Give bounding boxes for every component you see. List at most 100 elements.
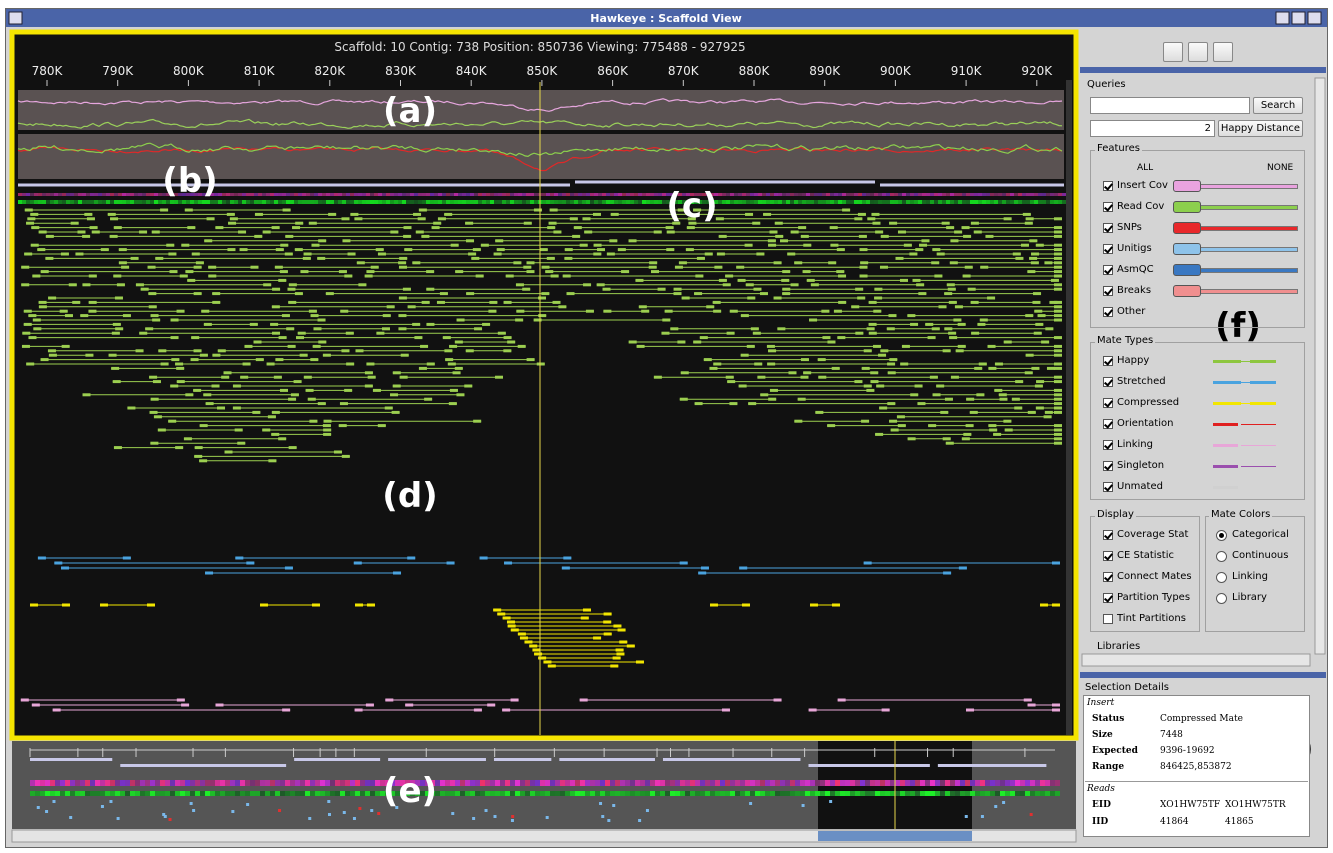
- read: [1044, 261, 1053, 265]
- checkbox[interactable]: [1103, 551, 1113, 561]
- read-cell: [750, 200, 754, 204]
- checkbox[interactable]: [1103, 244, 1113, 254]
- checkbox[interactable]: [1103, 181, 1113, 191]
- radio[interactable]: [1216, 572, 1227, 583]
- read: [168, 419, 177, 423]
- read: [973, 230, 982, 234]
- scroll-thumb[interactable]: [818, 831, 972, 841]
- snp-cell: [710, 193, 714, 196]
- read: [638, 305, 647, 309]
- checkbox[interactable]: [1103, 265, 1113, 275]
- read: [610, 664, 619, 668]
- read: [456, 393, 465, 397]
- read: [979, 318, 988, 322]
- menu-button[interactable]: [8, 11, 23, 25]
- mate-sample: [1250, 359, 1276, 363]
- read: [1034, 309, 1043, 313]
- overview-cell: [210, 791, 215, 796]
- overview-cell: [425, 791, 430, 796]
- snp-cell: [230, 193, 234, 196]
- read: [1043, 415, 1052, 419]
- read-cell: [478, 200, 482, 204]
- read: [281, 314, 290, 318]
- read: [868, 331, 877, 335]
- read: [859, 265, 868, 269]
- overview-cell: [895, 791, 900, 796]
- read: [678, 261, 687, 265]
- radio[interactable]: [1216, 593, 1227, 604]
- read: [936, 384, 945, 388]
- overview-cell: [525, 791, 530, 796]
- read-cell: [234, 200, 238, 204]
- snp-cell: [334, 193, 338, 196]
- read-cell: [246, 200, 250, 204]
- checkbox[interactable]: [1103, 398, 1113, 408]
- minimize-button[interactable]: [1275, 11, 1290, 25]
- checkbox[interactable]: [1103, 419, 1113, 429]
- read: [149, 410, 158, 414]
- read-cell: [90, 200, 94, 204]
- checkbox[interactable]: [1103, 461, 1113, 471]
- read: [858, 234, 867, 238]
- read: [402, 287, 411, 291]
- panel-hscrollbar[interactable]: [1081, 653, 1311, 667]
- snp-cell: [938, 193, 942, 196]
- checkbox[interactable]: [1103, 356, 1113, 366]
- overview-cell: [585, 791, 590, 796]
- checkbox[interactable]: [1103, 440, 1113, 450]
- panel-scrollbar[interactable]: [1314, 77, 1326, 655]
- distance-input[interactable]: 2: [1090, 120, 1215, 137]
- checkbox[interactable]: [1103, 593, 1113, 603]
- checkbox[interactable]: [1103, 286, 1113, 296]
- radio[interactable]: [1216, 530, 1227, 541]
- read: [759, 292, 768, 296]
- read: [1014, 406, 1023, 410]
- read: [26, 362, 35, 366]
- zoom-in[interactable]: [1188, 42, 1208, 62]
- zoom-out[interactable]: [1213, 42, 1233, 62]
- close-button[interactable]: [1307, 11, 1322, 25]
- read-cell: [482, 200, 486, 204]
- pointer-tool[interactable]: [1163, 42, 1183, 62]
- overview-cell: [490, 791, 495, 796]
- read: [48, 353, 57, 357]
- read-cell: [542, 200, 546, 204]
- snp-cell: [510, 193, 514, 196]
- read-cell: [374, 200, 378, 204]
- read: [760, 393, 769, 397]
- search-input[interactable]: [1090, 97, 1250, 114]
- checkbox[interactable]: [1103, 572, 1113, 582]
- snp-cell: [662, 193, 666, 196]
- read: [938, 305, 947, 309]
- read: [727, 380, 736, 384]
- read: [522, 287, 531, 291]
- checkbox[interactable]: [1103, 377, 1113, 387]
- checkbox[interactable]: [1103, 307, 1113, 317]
- read: [859, 248, 868, 252]
- read: [64, 314, 73, 318]
- overview-cell: [1020, 791, 1025, 796]
- happy-distance-button[interactable]: Happy Distance: [1218, 120, 1303, 137]
- read: [722, 283, 731, 287]
- checkbox[interactable]: [1103, 482, 1113, 492]
- search-button[interactable]: Search: [1253, 97, 1303, 114]
- snp-cell: [342, 193, 346, 196]
- snp-cell: [446, 193, 450, 196]
- radio[interactable]: [1216, 551, 1227, 562]
- read: [26, 221, 35, 225]
- overview-scrollbar[interactable]: [11, 829, 1077, 843]
- checkbox[interactable]: [1103, 223, 1113, 233]
- overview-cell: [105, 791, 110, 796]
- read: [1054, 397, 1062, 401]
- checkbox[interactable]: [1103, 202, 1113, 212]
- checkbox[interactable]: [1103, 530, 1113, 540]
- read: [38, 300, 47, 304]
- view-scrollbar[interactable]: [1066, 80, 1072, 735]
- read: [170, 336, 179, 340]
- read: [280, 388, 289, 392]
- checkbox[interactable]: [1103, 614, 1113, 624]
- snp-cell: [790, 193, 794, 196]
- snp-cell: [530, 193, 534, 196]
- maximize-button[interactable]: [1291, 11, 1306, 25]
- overview-cell: [575, 791, 580, 796]
